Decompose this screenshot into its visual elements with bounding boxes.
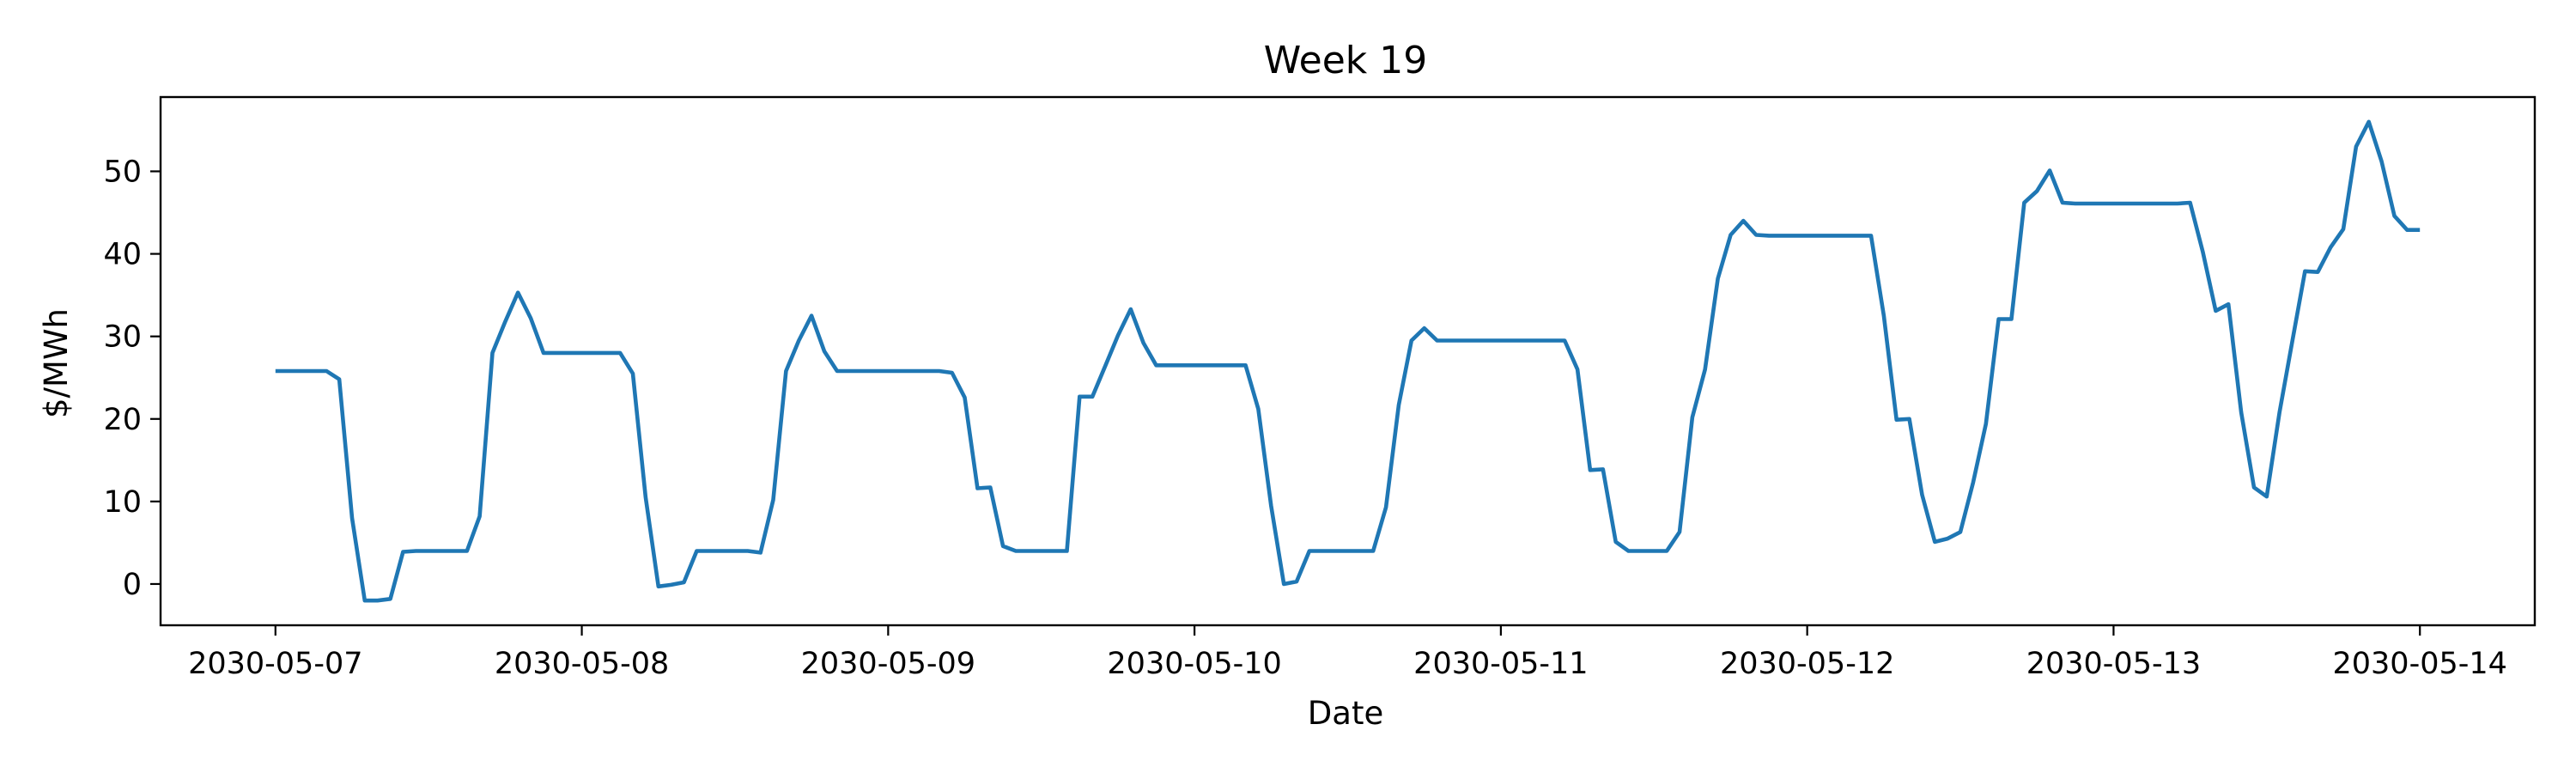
y-axis-ticks: 0 10 20 30 40 50 [103, 155, 161, 602]
y-tick-label: 10 [103, 485, 142, 520]
x-tick-label: 2030-05-07 [188, 647, 362, 681]
y-axis-label: $/MWh [38, 308, 75, 418]
y-tick-label: 20 [103, 403, 142, 437]
x-tick-label: 2030-05-11 [1413, 647, 1588, 681]
x-axis-label: Date [1308, 695, 1383, 732]
chart-title: Week 19 [1264, 39, 1428, 82]
x-tick-label: 2030-05-14 [2333, 647, 2507, 681]
series-line [275, 119, 2421, 603]
plot-frame [159, 95, 2537, 627]
y-tick-label: 30 [103, 320, 142, 355]
x-axis-ticks: 2030-05-07 2030-05-08 2030-05-09 2030-05-10… [188, 625, 2507, 681]
y-tick-label: 0 [123, 568, 142, 602]
y-tick-label: 50 [103, 155, 142, 189]
x-tick-label: 2030-05-10 [1107, 647, 1281, 681]
x-tick-label: 2030-05-12 [1720, 647, 1894, 681]
y-tick-label: 40 [103, 238, 142, 272]
x-tick-label: 2030-05-09 [801, 647, 975, 681]
x-tick-label: 2030-05-08 [495, 647, 669, 681]
x-tick-label: 2030-05-13 [2026, 647, 2201, 681]
